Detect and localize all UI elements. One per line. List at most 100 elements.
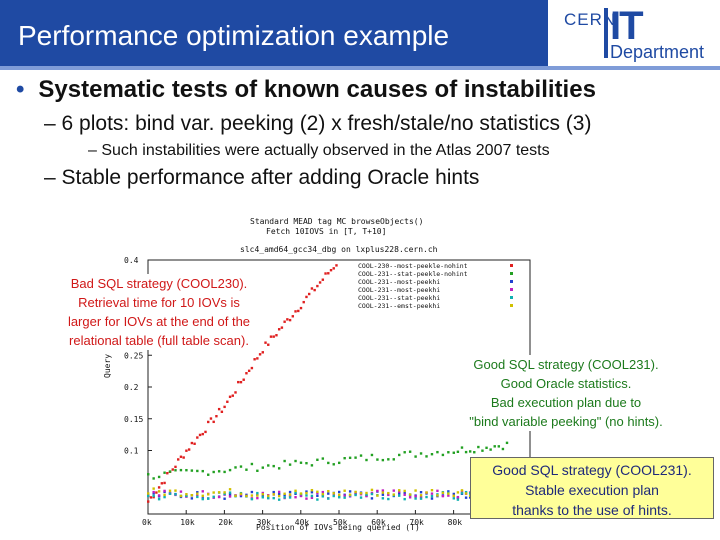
data-point	[456, 491, 460, 494]
data-point	[392, 493, 395, 496]
data-point	[365, 494, 368, 498]
data-point	[207, 473, 210, 476]
data-point	[425, 495, 428, 499]
data-point	[436, 489, 439, 493]
logo-cern-text: CERN	[564, 10, 617, 29]
data-point	[441, 494, 445, 498]
data-point	[305, 494, 308, 497]
data-point	[452, 492, 455, 496]
data-point	[264, 341, 267, 344]
x-tick-label: 30k	[257, 518, 272, 527]
data-point	[228, 395, 232, 398]
data-point	[460, 489, 464, 492]
data-point	[305, 295, 308, 299]
data-point	[299, 492, 303, 495]
data-point	[447, 492, 450, 495]
data-point	[398, 453, 401, 457]
data-point	[294, 459, 297, 463]
data-point	[185, 493, 188, 496]
legend-entry: COOL-231--emst-peekhi	[358, 302, 440, 310]
data-point	[425, 491, 428, 494]
data-point	[430, 488, 434, 492]
data-point	[228, 488, 232, 491]
data-point	[370, 497, 374, 500]
data-point	[157, 475, 161, 479]
callout-line: Good SQL strategy (COOL231).	[492, 462, 692, 478]
data-point	[207, 493, 210, 496]
data-point	[501, 447, 505, 451]
data-point	[338, 493, 341, 497]
data-point	[201, 494, 204, 498]
data-point	[408, 493, 412, 496]
x-tick-label: 60k	[371, 518, 386, 527]
data-point	[343, 494, 346, 497]
data-point	[414, 497, 417, 500]
data-point	[174, 469, 177, 472]
data-point	[335, 264, 338, 267]
data-point	[239, 494, 243, 498]
data-point	[307, 292, 311, 296]
data-point	[193, 442, 196, 445]
data-point	[247, 369, 251, 373]
data-point	[174, 493, 177, 496]
data-point	[381, 497, 385, 500]
data-point	[370, 488, 374, 492]
data-point	[398, 492, 401, 495]
data-point	[299, 306, 303, 310]
data-point	[272, 464, 275, 468]
data-point	[398, 490, 401, 493]
data-point	[436, 450, 439, 454]
data-point	[267, 343, 270, 346]
data-point	[163, 481, 166, 485]
data-point	[256, 491, 259, 495]
data-point	[272, 335, 275, 338]
data-point	[272, 490, 275, 494]
data-point	[174, 465, 177, 469]
data-point	[258, 353, 262, 356]
data-point	[419, 452, 423, 455]
data-point	[277, 490, 281, 494]
data-point	[163, 493, 166, 497]
data-point	[190, 469, 194, 472]
data-point	[430, 452, 434, 456]
data-point	[160, 482, 164, 485]
bullet-level2-a-text: 6 plots: bind var. peeking (2) x fresh/s…	[61, 112, 592, 135]
data-point	[288, 494, 292, 497]
data-point	[196, 492, 199, 495]
data-point	[147, 473, 150, 476]
callout-line: relational table (full table scan).	[69, 333, 249, 348]
data-point	[204, 430, 207, 434]
x-tick-label: 50k	[333, 518, 348, 527]
data-point	[201, 432, 204, 436]
data-point	[387, 458, 390, 461]
data-point	[419, 491, 423, 494]
data-point	[196, 436, 199, 439]
data-point	[327, 461, 330, 465]
data-point	[223, 405, 226, 409]
data-point	[196, 493, 199, 497]
data-point	[288, 490, 292, 494]
bullet-level1: • Systematic tests of known causes of ins…	[16, 76, 596, 104]
data-point	[316, 490, 319, 493]
data-point	[403, 491, 406, 495]
data-point	[447, 490, 450, 493]
data-point	[354, 493, 357, 497]
data-point	[441, 453, 445, 457]
logo-department-text: Department	[610, 42, 705, 62]
data-point	[327, 272, 330, 275]
y-tick-label: 0.4	[124, 256, 139, 265]
data-point	[327, 497, 330, 500]
data-point	[324, 272, 327, 275]
data-point	[456, 498, 460, 501]
data-point	[294, 491, 297, 494]
data-point	[187, 448, 191, 451]
data-point	[277, 492, 281, 496]
data-point	[505, 441, 509, 445]
x-tick-label: 80k	[448, 518, 463, 527]
y-tick-label: 0.1	[124, 447, 139, 456]
data-point	[452, 451, 455, 454]
data-point	[299, 461, 303, 464]
data-point	[234, 391, 237, 394]
data-point	[231, 394, 234, 397]
legend-entry: COOL-231--most-peekhi	[358, 278, 440, 286]
